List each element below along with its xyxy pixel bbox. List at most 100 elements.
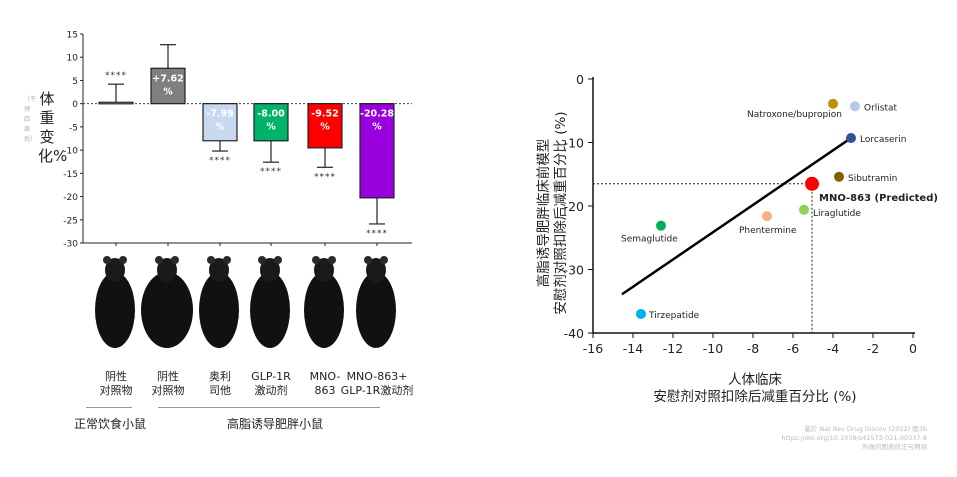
bar — [202, 103, 238, 142]
y-tick-label: 15 — [67, 31, 78, 41]
y-tick-label: -30 — [564, 263, 584, 278]
bar — [150, 67, 186, 105]
category-label: 阴性 对照物 — [151, 370, 185, 397]
y-tick-label: -20 — [63, 193, 78, 203]
category-label: 奥利 司他 — [209, 370, 231, 397]
bar — [307, 103, 343, 149]
bar — [253, 103, 289, 142]
y-tick-label: 10 — [67, 54, 79, 64]
group-divider-hfd — [158, 407, 380, 408]
mouse-head — [366, 258, 386, 282]
category-label: GLP-1R 激动剂 — [251, 370, 291, 397]
point-label: MNO-863 (Predicted) — [819, 193, 938, 204]
mouse-body — [199, 272, 239, 348]
bar-data-label: -8.00 — [257, 109, 285, 120]
mouse-body — [141, 272, 193, 348]
mouse-ear — [258, 256, 266, 264]
mouse-ear — [328, 256, 336, 264]
mouse-ear — [119, 256, 127, 264]
bar-data-label: % — [372, 122, 382, 133]
point-marker — [799, 204, 809, 215]
scatter-chart: -16 -14 -12 -10 -8 -6 -4 -2 00-10-20-30-40Natrox… — [564, 72, 938, 356]
y-tick-label: -40 — [564, 326, 584, 341]
mouse-body — [250, 272, 290, 348]
bar-data-label: -7.99 — [206, 109, 233, 120]
x-tick-label: -6 — [787, 341, 800, 356]
mouse-head — [105, 258, 125, 282]
mouse-body — [95, 272, 135, 348]
mouse-photo — [199, 256, 239, 348]
point-label: Phentermine — [739, 226, 797, 236]
mouse-photos — [95, 252, 415, 362]
x-tick-label: -10 — [703, 341, 723, 356]
group-label-hfd: 高脂诱导肥胖小鼠 — [226, 417, 323, 431]
point-label: Tirzepatide — [648, 311, 700, 321]
category-label: MNO- 863 — [309, 370, 341, 397]
significance-stars: **** — [105, 71, 127, 81]
scatter-x-label: 人体临床 安慰剂对照扣除后减重百分比 (%) — [653, 372, 857, 405]
mouse-photo — [304, 256, 344, 348]
mouse-photo — [95, 256, 135, 348]
y-tick-label: -10 — [63, 147, 78, 157]
x-tick-label: -2 — [867, 341, 879, 356]
y-tick-label: 0 — [72, 100, 78, 110]
point-marker — [656, 220, 666, 231]
mouse-ear — [364, 256, 372, 264]
point-marker — [846, 133, 856, 144]
bar-y-label: 体重变化% — [38, 90, 68, 165]
mouse-ear — [155, 256, 163, 264]
y-tick-label: -10 — [564, 136, 584, 151]
x-tick-label: -8 — [747, 341, 760, 356]
point-marker — [762, 211, 772, 222]
point-label: Liraglutide — [813, 209, 861, 219]
x-tick-label: -16 — [583, 341, 603, 356]
bar-y-sublabel: （干预四周后） — [24, 96, 37, 143]
mouse-head — [260, 258, 280, 282]
bar-chart: 15 10 5 0 -5 -10 -15 -20 -25 -30 **** +7.62% -7.99% *… — [63, 31, 412, 250]
point-label: Lorcaserin — [860, 135, 906, 145]
bar — [359, 103, 395, 199]
x-tick-label: -4 — [827, 341, 840, 356]
bar-data-label: % — [215, 122, 225, 133]
mouse-ear — [223, 256, 231, 264]
y-tick-label: -5 — [69, 123, 78, 133]
y-tick-label: -20 — [564, 199, 584, 214]
point-marker — [636, 308, 646, 319]
category-label: MNO-863+ GLP-1R激动剂 — [340, 370, 414, 397]
bar-data-label: % — [266, 122, 276, 133]
x-tick-label: -14 — [623, 341, 643, 356]
significance-stars: **** — [260, 167, 282, 177]
mouse-ear — [380, 256, 388, 264]
mouse-photo — [141, 256, 193, 348]
point-marker — [805, 176, 819, 191]
mouse-photo — [356, 256, 396, 348]
mouse-body — [356, 272, 396, 348]
y-tick-label: -25 — [63, 216, 78, 226]
y-tick-label: 5 — [72, 77, 78, 87]
bar-data-label: -9.52 — [311, 109, 338, 120]
mouse-head — [157, 258, 177, 282]
bar — [98, 101, 134, 105]
mouse-ear — [171, 256, 179, 264]
point-label: Natroxone/bupropion — [747, 110, 842, 120]
mouse-ear — [312, 256, 320, 264]
mouse-ear — [274, 256, 282, 264]
bar-data-label: % — [163, 86, 173, 97]
mouse-ear — [207, 256, 215, 264]
point-label: Sibutramin — [848, 174, 897, 184]
mouse-body — [304, 272, 344, 348]
x-tick-label: 0 — [909, 341, 917, 356]
source-credit: 基於 Nat Rev Drug Discov (2022) 图3b https:… — [781, 425, 927, 451]
point-label: Orlistat — [864, 103, 898, 113]
point-marker — [834, 171, 844, 182]
mouse-photo — [250, 256, 290, 348]
point-marker — [850, 101, 860, 112]
scatter-y-label: 高脂诱导肥胖临床前模型 安慰剂对照扣除后减重百分比 (%) — [536, 111, 569, 315]
x-tick-label: -12 — [663, 341, 683, 356]
mouse-ear — [103, 256, 111, 264]
significance-stars: **** — [366, 229, 388, 239]
group-label-normal: 正常饮食小鼠 — [73, 417, 146, 431]
significance-stars: **** — [314, 172, 336, 182]
category-label: 阴性 对照物 — [99, 370, 133, 397]
